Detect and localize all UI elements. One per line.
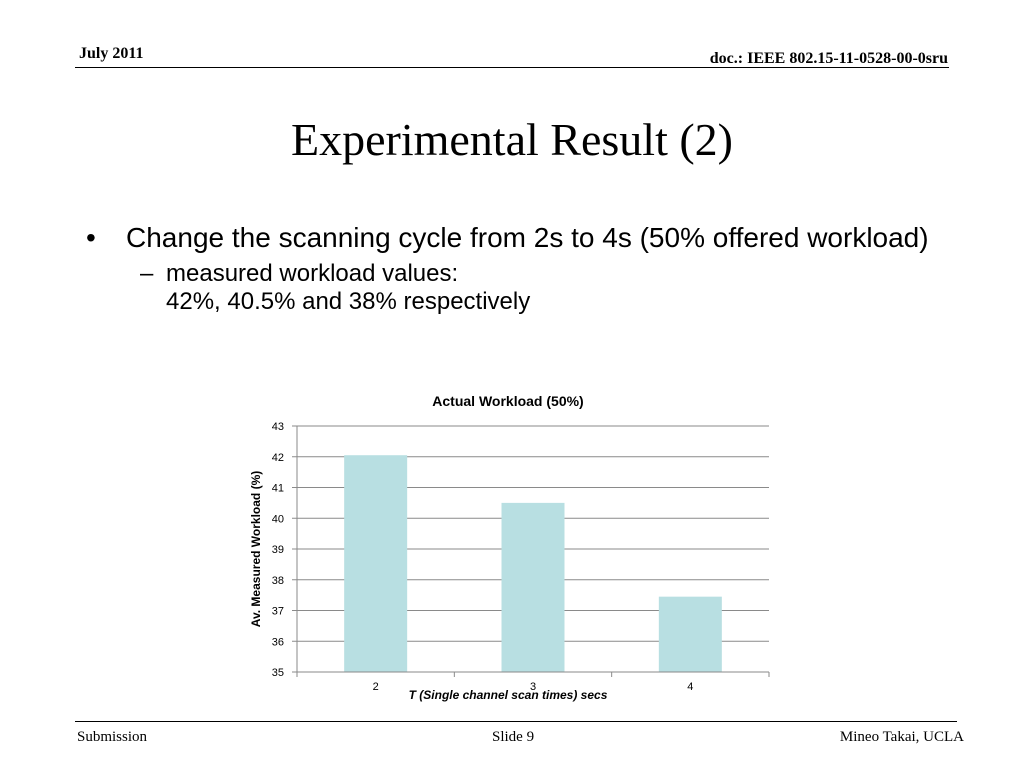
y-tick-label: 41 [272,483,284,495]
bar-2 [344,455,408,672]
bullet-item: • Change the scanning cycle from 2s to 4… [86,222,936,254]
tick-labels: 35 36 37 38 39 40 41 42 43 2 3 4 [272,421,694,693]
bullet-dot-icon: • [86,222,96,253]
axes [292,425,770,677]
bar-4 [658,596,722,672]
header-doc-id: doc.: IEEE 802.15-11-0528-00-0sru [709,50,948,67]
bar-3 [501,502,565,672]
bars [344,455,722,672]
footer-divider [75,721,957,722]
bullet-text: Change the scanning cycle from 2s to 4s … [126,222,929,253]
x-tick-label: 3 [530,681,536,693]
y-tick-label: 37 [272,606,284,618]
sub-bullet-dash-icon: – [140,260,154,287]
sub-bullet-line-2: 42%, 40.5% and 38% respectively [166,288,531,315]
bullet-list: • Change the scanning cycle from 2s to 4… [86,222,936,316]
slide-title: Experimental Result (2) [291,114,733,165]
y-tick-label: 38 [272,575,284,587]
y-axis-label: Av. Measured Workload (%) [249,471,263,627]
x-axis-label: T (Single channel scan times) secs [409,688,608,702]
header-date: July 2011 [79,45,144,62]
workload-bar-chart: Actual Workload (50%) Av. Measured Workl… [249,393,770,702]
y-tick-label: 42 [272,452,284,464]
footer-slide-number: Slide 9 [492,729,535,745]
y-tick-label: 36 [272,636,284,648]
y-tick-label: 43 [272,421,284,433]
sub-bullet-line-1: measured workload values: [166,260,459,287]
footer-left: Submission [77,729,148,745]
y-tick-label: 35 [272,667,284,679]
x-tick-label: 2 [373,681,379,693]
x-tick-label: 4 [687,681,693,693]
chart-title: Actual Workload (50%) [432,393,583,409]
y-tick-label: 39 [272,544,284,556]
header-divider [75,67,949,68]
y-tick-label: 40 [272,513,284,525]
sub-bullet-item: – measured workload values: 42%, 40.5% a… [86,260,936,316]
footer-author: Mineo Takai, UCLA [839,729,964,745]
